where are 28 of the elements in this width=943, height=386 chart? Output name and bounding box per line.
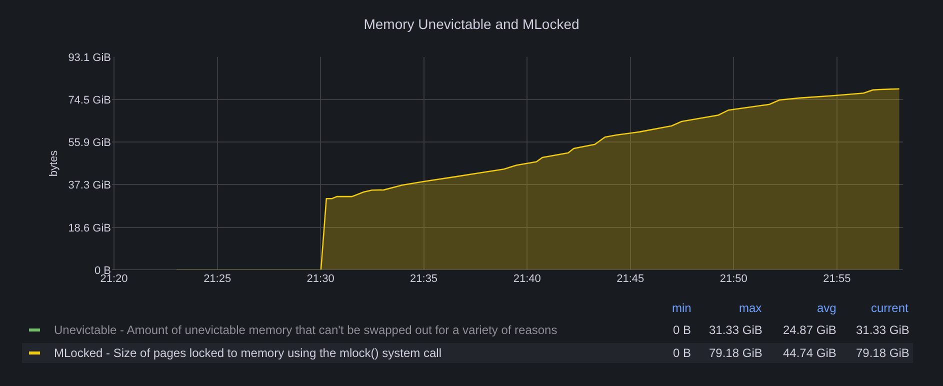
text: 0 B	[673, 323, 692, 337]
y-tick-label: 18.6 GiB	[68, 222, 111, 234]
chart-title: Memory Unevictable and MLocked	[364, 16, 580, 32]
x-tick-label: 21:45	[616, 273, 644, 285]
x-tick-label: 21:50	[720, 273, 748, 285]
y-tick-label: 37.3 GiB	[68, 180, 111, 192]
y-axis-title: bytes	[48, 150, 60, 177]
text: 44.74 GiB	[783, 346, 836, 360]
y-tick-label: 74.5 GiB	[68, 94, 111, 106]
x-tick-label: 21:35	[410, 273, 438, 285]
legend-label: MLocked - Size of pages locked to memory using the mlock() system call	[54, 346, 442, 360]
text: current	[871, 301, 910, 315]
text: 0 B	[673, 346, 692, 360]
x-tick-label: 21:40	[513, 273, 541, 285]
x-tick-label: 21:30	[306, 273, 334, 285]
text: 79.18 GiB	[709, 346, 762, 360]
text: 79.18 GiB	[856, 346, 910, 360]
y-tick-label: 93.1 GiB	[68, 52, 111, 64]
y-tick-label: 55.9 GiB	[68, 136, 111, 149]
text: 24.87 GiB	[783, 323, 836, 337]
x-tick-label: 21:55	[823, 273, 851, 285]
text: 31.33 GiB	[856, 323, 910, 337]
text: min	[672, 301, 692, 315]
legend-label: Unevictable - Amount of unevictable memory that can't be swapped out for a variety of reasons	[54, 323, 558, 337]
text: 31.33 GiB	[709, 323, 762, 337]
x-tick-label: 21:25	[204, 273, 232, 285]
text: max	[739, 301, 762, 315]
text: avg	[817, 301, 836, 315]
